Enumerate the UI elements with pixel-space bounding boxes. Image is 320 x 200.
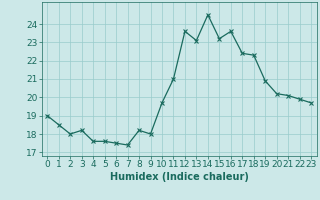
X-axis label: Humidex (Indice chaleur): Humidex (Indice chaleur) <box>110 172 249 182</box>
